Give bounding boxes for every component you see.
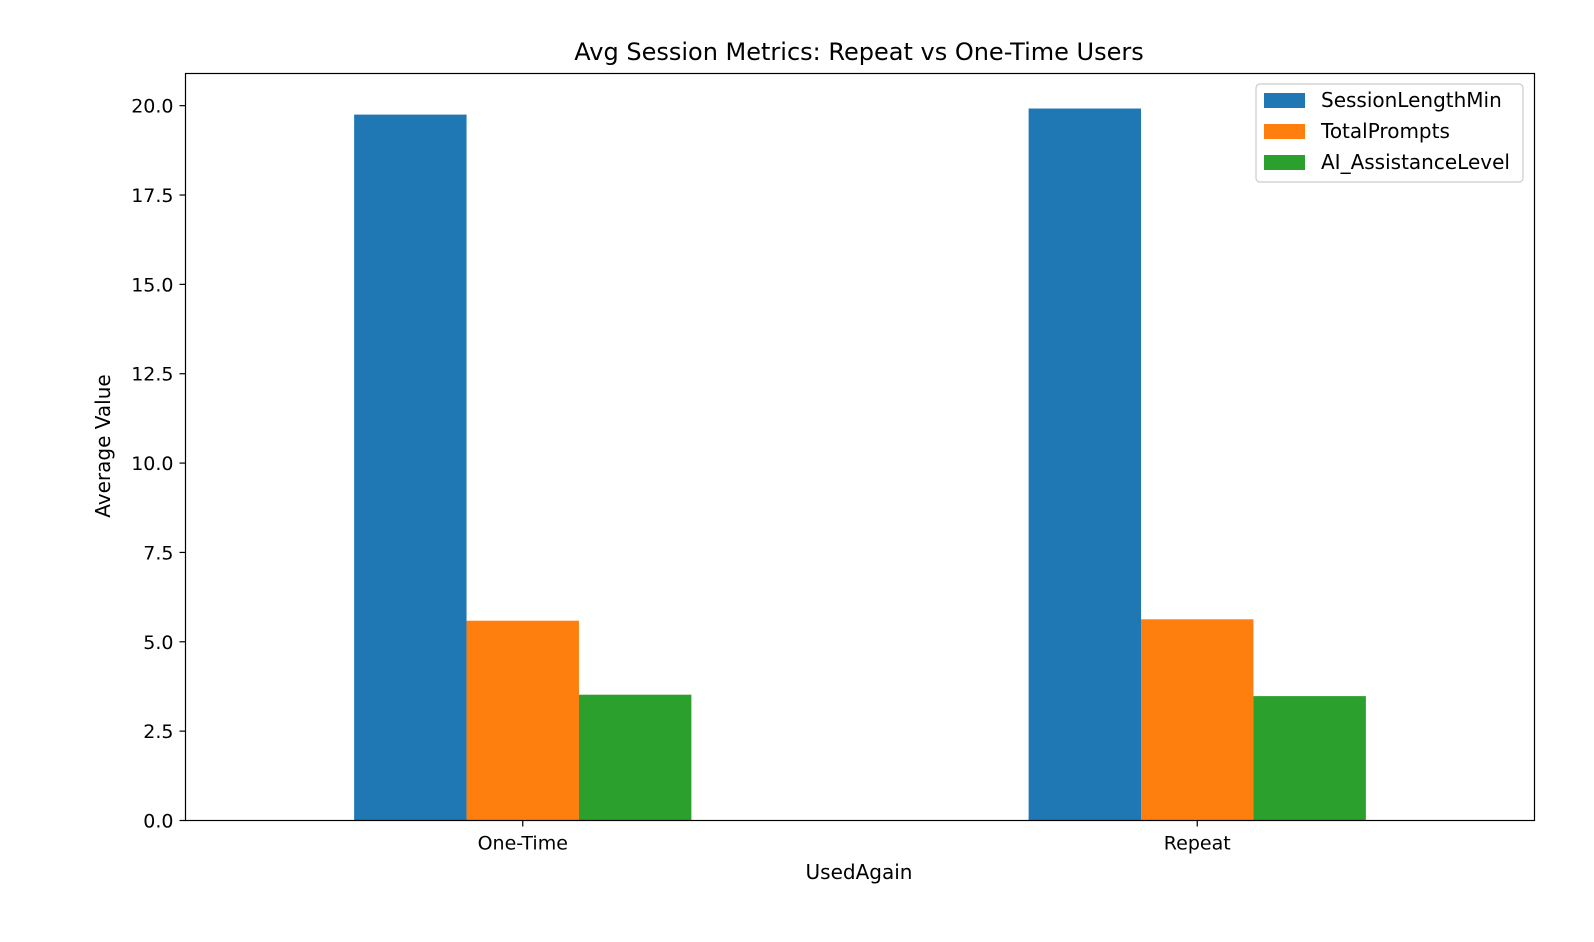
y-axis-label: Average Value [91,374,115,517]
bar-sessionlengthmin-one-time [354,114,467,821]
x-tick-label-repeat: Repeat [1164,833,1231,855]
legend-swatch-sessionlengthmin [1264,93,1305,108]
x-axis-ticks: One-Time Repeat [478,820,1231,855]
x-tick-label-one-time: One-Time [478,833,568,855]
bars-group [354,108,1366,821]
x-axis-label: UsedAgain [806,860,913,884]
legend-swatch-totalprompts [1264,124,1305,139]
bar-ai-assistancelevel-repeat [1253,696,1366,821]
legend: SessionLengthMin TotalPrompts AI_Assistanc… [1255,83,1524,183]
bar-sessionlengthmin-repeat [1028,108,1142,821]
y-tick-label: 5.0 [143,632,173,654]
legend-label-totalprompts: TotalPrompts [1320,119,1450,143]
y-tick-label: 0.0 [143,811,173,833]
bar-totalprompts-repeat [1141,619,1254,821]
legend-box [1255,83,1524,183]
y-tick-label: 10.0 [131,453,173,475]
legend-label-ai-assistancelevel: AI_AssistanceLevel [1321,150,1510,174]
y-axis-ticks: 0.0 2.5 5.0 7.5 10.0 12.5 15.0 17.5 20.0 [131,96,186,833]
legend-swatch-ai-assistancelevel [1264,155,1305,170]
bar-ai-assistancelevel-one-time [578,694,692,821]
y-tick-label: 17.5 [131,185,173,207]
y-tick-label: 20.0 [131,96,173,118]
bar-totalprompts-one-time [466,620,579,821]
y-tick-label: 2.5 [143,721,173,743]
plot-frame [184,72,1536,822]
y-tick-label: 12.5 [131,364,173,386]
chart-title: Avg Session Metrics: Repeat vs One-Time … [574,38,1143,66]
y-tick-label: 15.0 [131,274,173,296]
y-tick-label: 7.5 [143,542,173,564]
legend-label-sessionlengthmin: SessionLengthMin [1321,88,1502,112]
